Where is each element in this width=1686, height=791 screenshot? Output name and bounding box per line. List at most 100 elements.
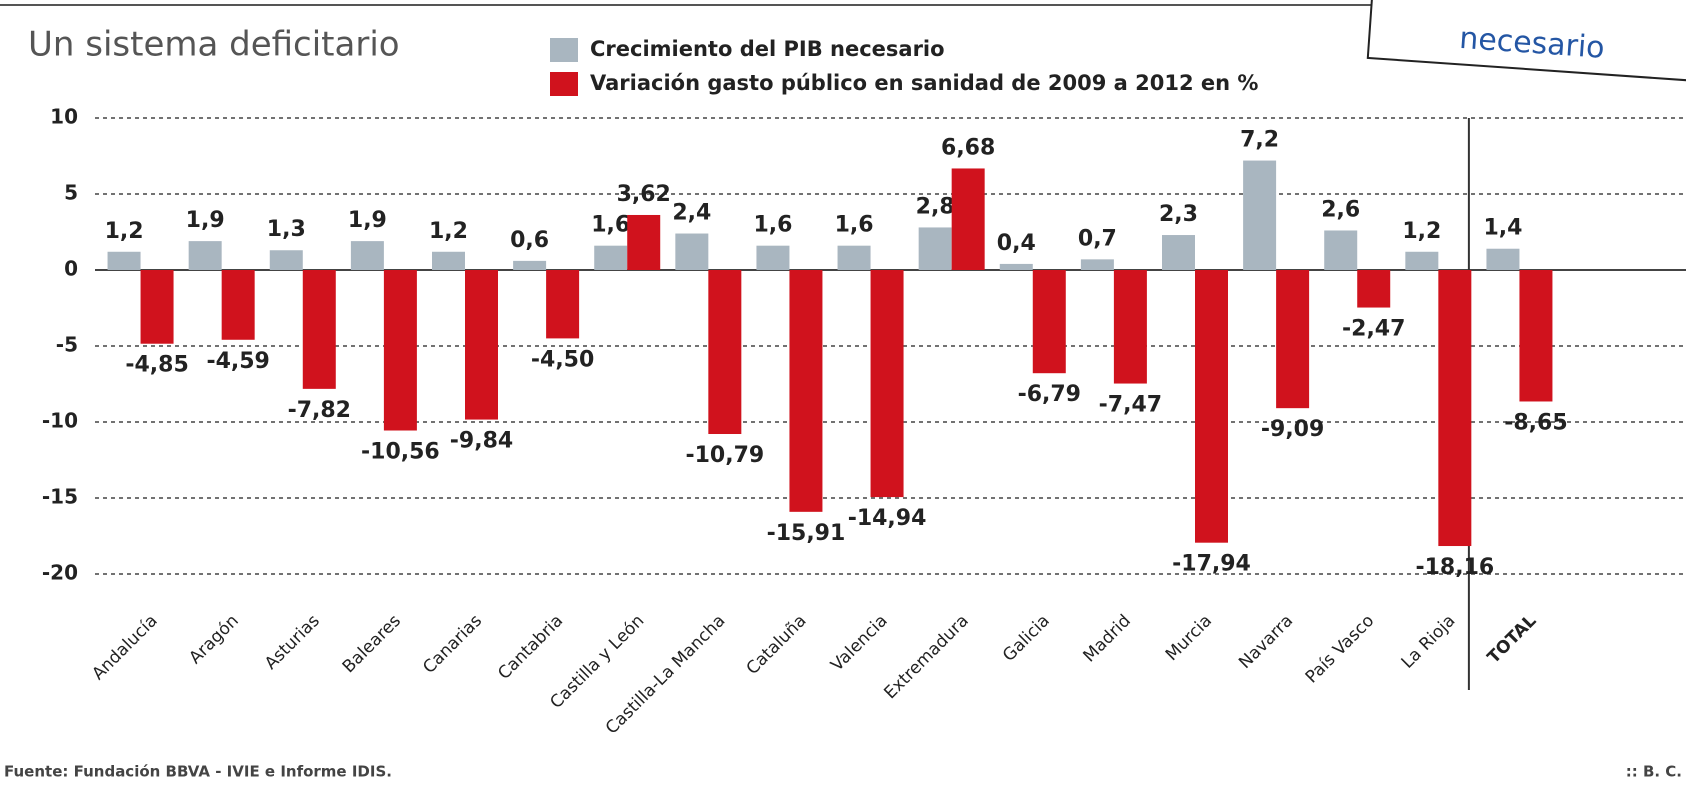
value-label: 2,3: [1159, 202, 1198, 227]
legend-label: Variación gasto público en sanidad de 20…: [590, 71, 1258, 95]
x-tick-label: Madrid: [1080, 611, 1135, 666]
bar: [756, 245, 790, 270]
chart-title: Un sistema deficitario: [28, 25, 400, 65]
y-tick-label: 5: [64, 181, 78, 205]
value-label: -4,50: [531, 347, 594, 372]
bar: [1195, 270, 1228, 543]
bar: [1324, 230, 1358, 270]
bar: [951, 168, 985, 270]
value-label: 1,9: [186, 208, 225, 233]
value-label: 0,7: [1078, 226, 1117, 251]
bar: [221, 270, 255, 340]
x-tick-label: Cantabria: [494, 611, 567, 684]
bar: [627, 214, 661, 270]
bar: [269, 250, 303, 270]
x-tick-label: Galicia: [999, 611, 1054, 666]
bar: [513, 260, 547, 270]
value-label: -10,56: [361, 440, 440, 465]
y-tick-label: -20: [42, 561, 78, 585]
value-label: -6,79: [1018, 382, 1081, 407]
bar: [1438, 270, 1472, 547]
bar: [546, 270, 580, 339]
credit: :: B. C.: [1626, 763, 1682, 781]
value-label: -18,16: [1415, 555, 1494, 580]
value-label: 2,6: [1321, 197, 1360, 222]
value-label: -10,79: [685, 443, 764, 468]
value-label: 0,4: [997, 231, 1036, 256]
x-tick-label: Valencia: [827, 611, 891, 675]
x-tick-label: Murcia: [1162, 611, 1216, 665]
legend-swatch: [550, 72, 578, 96]
y-tick-label: -15: [42, 485, 78, 509]
value-label: -2,47: [1342, 317, 1405, 342]
value-label: -4,85: [125, 353, 188, 378]
x-tick-label: País Vasco: [1302, 611, 1379, 688]
value-label: 1,6: [591, 213, 630, 238]
value-label: -17,94: [1172, 552, 1251, 577]
bar: [1357, 270, 1391, 308]
bar: [1276, 270, 1310, 409]
y-tick-label: 0: [64, 257, 78, 281]
source: Fuente: Fundación BBVA - IVIE e Informe …: [4, 763, 392, 781]
value-label: 1,2: [429, 219, 468, 244]
value-label: 2,4: [672, 201, 711, 226]
bar: [1162, 235, 1195, 270]
y-tick-label: -5: [56, 333, 78, 357]
bar: [999, 263, 1033, 270]
value-label: 1,6: [753, 213, 792, 238]
value-label: -4,59: [206, 349, 269, 374]
bar: [837, 245, 871, 270]
value-label: -7,47: [1099, 393, 1162, 418]
value-label: -9,84: [450, 429, 513, 454]
bar: [1519, 270, 1553, 402]
note-box: necesario: [1366, 0, 1686, 85]
value-label: 1,4: [1483, 216, 1522, 241]
value-label: 0,6: [510, 228, 549, 253]
value-label: 1,3: [267, 217, 306, 242]
bar: [789, 270, 823, 512]
bar: [1113, 270, 1147, 384]
x-tick-label: Baleares: [339, 611, 405, 677]
value-label: -9,09: [1261, 417, 1324, 442]
legend-label: Crecimiento del PIB necesario: [590, 37, 945, 61]
bar: [1405, 251, 1439, 270]
value-label: -14,94: [848, 506, 927, 531]
value-label: 2,8: [916, 194, 955, 219]
value-label: 1,9: [348, 208, 387, 233]
bar: [383, 270, 417, 431]
legend-swatch: [550, 38, 578, 62]
bar: [870, 270, 904, 498]
value-label: -7,82: [288, 398, 351, 423]
note-frame: [1366, 0, 1686, 85]
x-tick-label: Extremadura: [880, 611, 972, 703]
y-tick-label: 10: [50, 105, 78, 129]
bar: [708, 270, 742, 435]
x-tick-label: Andalucía: [88, 611, 161, 684]
bar: [107, 251, 141, 270]
bar: [188, 241, 222, 270]
x-tick-label: Aragón: [185, 611, 242, 668]
bar: [350, 241, 384, 270]
x-tick-label: La Rioja: [1398, 611, 1460, 673]
bar: [432, 251, 465, 270]
bar: [302, 270, 336, 389]
x-tick-label: Cataluña: [743, 611, 811, 679]
bar: [465, 270, 498, 420]
value-label: 1,6: [835, 213, 874, 238]
bar: [1243, 160, 1277, 270]
bar: [594, 245, 628, 270]
value-label: 1,2: [1402, 219, 1441, 244]
bar: [675, 233, 709, 270]
bar: [1080, 259, 1114, 270]
x-tick-label: Canarias: [419, 611, 486, 678]
y-tick-label: -10: [42, 409, 78, 433]
value-label: 6,68: [941, 135, 995, 160]
value-label: -8,65: [1504, 410, 1567, 435]
value-label: 1,2: [105, 219, 144, 244]
bar: [140, 270, 174, 344]
x-tick-label: TOTAL: [1484, 611, 1541, 668]
value-label: -15,91: [767, 521, 846, 546]
value-label: 7,2: [1240, 128, 1279, 153]
bar: [918, 227, 952, 270]
